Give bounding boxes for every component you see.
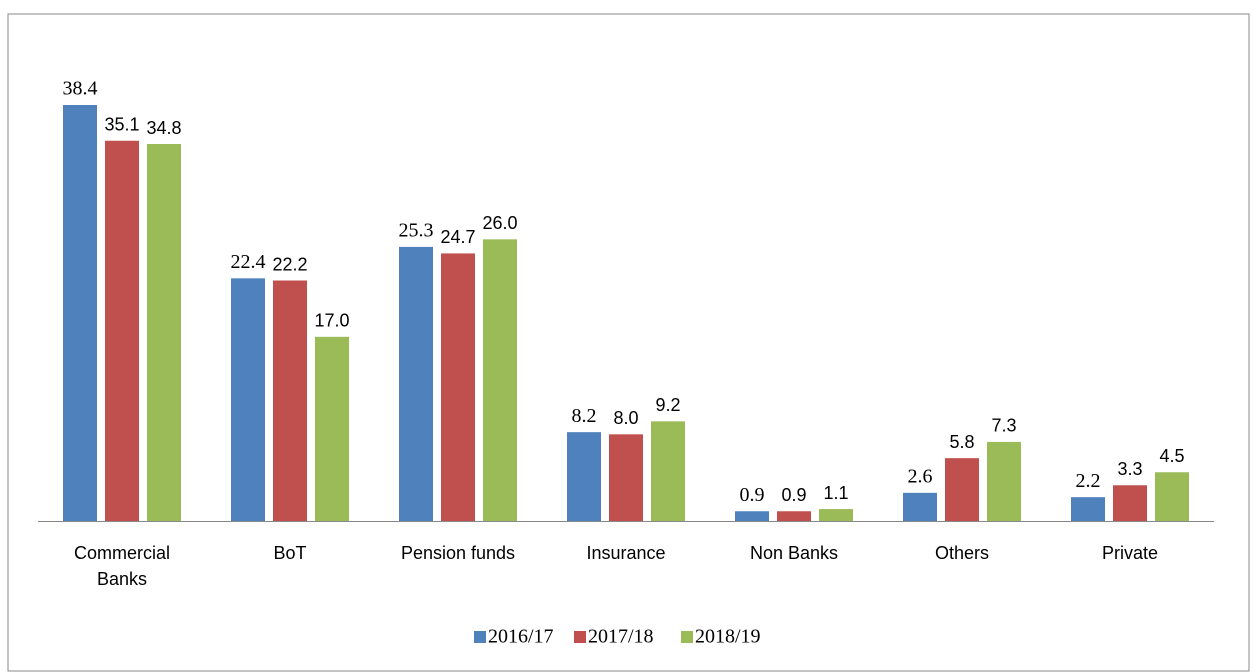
data-label: 4.5 xyxy=(1159,446,1184,466)
bar xyxy=(399,246,433,521)
legend-label: 2018/19 xyxy=(695,626,761,648)
x-tick-label: BoT xyxy=(273,543,307,563)
data-label: 3.3 xyxy=(1117,459,1142,479)
bar xyxy=(105,140,139,521)
x-tick-label: Others xyxy=(934,543,990,563)
data-label: 2.2 xyxy=(1076,470,1101,492)
data-label: 25.3 xyxy=(399,220,434,242)
bar xyxy=(273,280,307,521)
legend-swatch xyxy=(574,631,586,643)
legend-label: 2016/17 xyxy=(488,626,554,648)
x-tick-label: Insurance xyxy=(586,543,666,563)
bar xyxy=(987,441,1021,521)
bar xyxy=(1113,485,1147,521)
bar xyxy=(903,492,937,521)
data-label: 26.0 xyxy=(482,213,517,233)
bar xyxy=(315,336,349,521)
bar xyxy=(147,144,181,521)
data-label: 22.4 xyxy=(231,251,266,273)
bar xyxy=(777,511,811,521)
bar xyxy=(819,509,853,521)
data-label: 0.9 xyxy=(740,484,765,506)
bar xyxy=(1155,472,1189,521)
bar xyxy=(609,434,643,521)
legend-swatch xyxy=(681,631,693,643)
data-label: 1.1 xyxy=(823,483,848,503)
data-label: 17.0 xyxy=(314,311,349,331)
bar xyxy=(231,278,265,521)
legend-swatch xyxy=(474,631,486,643)
x-tick-label: Commercial Banks xyxy=(73,543,170,589)
legend-label: 2017/18 xyxy=(588,626,654,648)
data-label: 24.7 xyxy=(440,227,475,247)
bar xyxy=(483,239,517,522)
data-label: 9.2 xyxy=(655,395,680,415)
data-label: 35.1 xyxy=(104,115,139,135)
bar xyxy=(441,253,475,521)
bar xyxy=(651,421,685,521)
bar xyxy=(567,432,601,521)
data-label: 38.4 xyxy=(63,78,98,100)
data-label: 8.2 xyxy=(572,405,597,427)
chart-border xyxy=(7,13,1250,672)
x-tick-label: Pension funds xyxy=(400,543,516,563)
data-label: 0.9 xyxy=(781,485,806,505)
data-label: 2.6 xyxy=(908,465,933,487)
data-label: 22.2 xyxy=(272,254,307,274)
data-label: 7.3 xyxy=(991,416,1016,436)
x-tick-label: Private xyxy=(1101,543,1159,563)
x-tick-label: Non Banks xyxy=(749,543,839,563)
bar xyxy=(735,511,769,521)
data-label: 5.8 xyxy=(949,432,974,452)
data-label: 8.0 xyxy=(613,408,638,428)
bar xyxy=(1071,497,1105,521)
bar xyxy=(63,105,97,521)
data-label: 34.8 xyxy=(146,118,181,138)
bar xyxy=(945,458,979,521)
